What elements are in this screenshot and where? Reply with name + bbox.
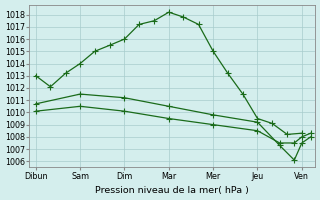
X-axis label: Pression niveau de la mer( hPa ): Pression niveau de la mer( hPa ) <box>95 186 249 195</box>
